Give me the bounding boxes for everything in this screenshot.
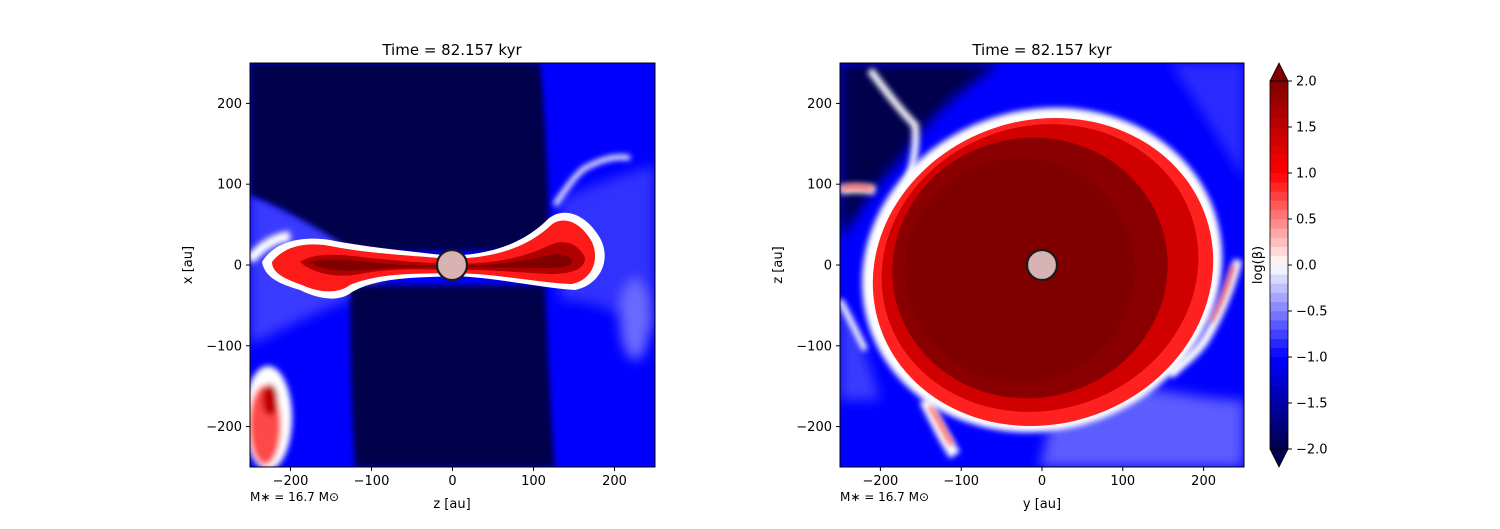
- x-tick-label: 100: [521, 474, 546, 489]
- x-tick-label: −200: [273, 474, 309, 489]
- colorbar-band: [1270, 127, 1288, 137]
- colorbar-band: [1270, 219, 1288, 229]
- axes-2: −200 −100 0 100 200 −200 −100 0 100 200: [796, 97, 1216, 489]
- x-tick-label: −100: [354, 474, 390, 489]
- y-tick-label: 0: [824, 259, 832, 274]
- y-tick-label: −200: [796, 420, 832, 435]
- colorbar-band: [1270, 136, 1288, 146]
- colorbar-band: [1270, 182, 1288, 192]
- colorbar-extend-bottom: [1269, 448, 1289, 468]
- colorbar-band: [1270, 246, 1288, 257]
- x-tick-label: −100: [943, 474, 979, 489]
- colorbar: −2.0 −1.5 −1.0 −0.5 0.0 0.5 1.0 1.5 2.0 log(β): [1251, 62, 1328, 468]
- y-tick-label: 200: [217, 97, 242, 112]
- colorbar-band: [1270, 301, 1288, 312]
- y-tick-label: −200: [206, 420, 242, 435]
- panel-2-xlabel: y [au]: [1023, 497, 1061, 512]
- colorbar-band: [1270, 421, 1288, 431]
- colorbar-band: [1270, 338, 1288, 349]
- colorbar-band: [1270, 145, 1288, 155]
- colorbar-band: [1270, 255, 1288, 266]
- colorbar-band: [1270, 347, 1288, 358]
- colorbar-band: [1270, 384, 1288, 395]
- y-tick-label: 0: [234, 259, 242, 274]
- colorbar-band: [1270, 191, 1288, 201]
- colorbar-ticks: −2.0 −1.5 −1.0 −0.5 0.0 0.5 1.0 1.5 2.0: [1288, 75, 1328, 458]
- colorbar-band: [1270, 403, 1288, 413]
- panel-2: −200 −100 0 100 200 −200 −100 0 100 200 Time = 82…: [771, 41, 1245, 512]
- colorbar-band: [1270, 357, 1288, 367]
- x-tick-label: −200: [863, 474, 899, 489]
- colorbar-band: [1270, 200, 1288, 211]
- heatmap-1: [250, 63, 655, 467]
- x-tick-label: 0: [448, 474, 456, 489]
- y-tick-label: 200: [807, 97, 832, 112]
- colorbar-band: [1270, 228, 1288, 238]
- colorbar-band: [1270, 320, 1288, 330]
- x-tick-label: 100: [1110, 474, 1135, 489]
- x-tick-label: 200: [602, 474, 627, 489]
- colorbar-bands: [1270, 81, 1288, 450]
- colorbar-band: [1270, 173, 1288, 183]
- axes-1: −200 −100 0 100 200 −200 −100 0 100 200: [206, 97, 627, 489]
- x-tick-label: 200: [1191, 474, 1216, 489]
- colorbar-band: [1270, 99, 1288, 109]
- colorbar-tick-label: 1.0: [1296, 167, 1317, 182]
- panel-1-title: Time = 82.157 kyr: [381, 41, 522, 59]
- colorbar-tick-label: −1.0: [1296, 351, 1328, 366]
- colorbar-tick-label: 1.5: [1296, 121, 1317, 136]
- colorbar-extend-top: [1269, 62, 1289, 82]
- y-tick-label: −100: [206, 339, 242, 354]
- colorbar-band: [1270, 283, 1288, 293]
- colorbar-tick-label: 0.0: [1296, 259, 1317, 274]
- colorbar-band: [1270, 154, 1288, 165]
- colorbar-band: [1270, 412, 1288, 422]
- colorbar-tick-label: 2.0: [1296, 75, 1317, 90]
- colorbar-band: [1270, 265, 1288, 275]
- colorbar-band: [1270, 90, 1288, 100]
- colorbar-band: [1270, 393, 1288, 404]
- colorbar-band: [1270, 430, 1288, 441]
- colorbar-band: [1270, 366, 1288, 376]
- panel-2-ylabel: z [au]: [771, 246, 786, 283]
- colorbar-tick-label: −0.5: [1296, 305, 1328, 320]
- colorbar-band: [1270, 329, 1288, 339]
- x-tick-label: 0: [1038, 474, 1046, 489]
- colorbar-band: [1270, 292, 1288, 303]
- colorbar-tick-label: 0.5: [1296, 213, 1317, 228]
- panel-2-mass-annotation: M∗ = 16.7 M⊙: [840, 490, 929, 504]
- colorbar-band: [1270, 209, 1288, 220]
- colorbar-band: [1270, 163, 1288, 174]
- y-tick-label: 100: [807, 178, 832, 193]
- colorbar-band: [1270, 375, 1288, 385]
- colorbar-label: log(β): [1251, 246, 1266, 284]
- colorbar-tick-label: −2.0: [1296, 443, 1328, 458]
- panel-1: −200 −100 0 100 200 −200 −100 0 100 200 Time = 82…: [181, 41, 656, 512]
- colorbar-tick-label: −1.5: [1296, 397, 1328, 412]
- colorbar-band: [1270, 439, 1288, 450]
- colorbar-band: [1270, 117, 1288, 128]
- colorbar-band: [1270, 311, 1288, 321]
- colorbar-band: [1270, 237, 1288, 247]
- panel-1-mass-annotation: M∗ = 16.7 M⊙: [250, 490, 339, 504]
- panel-1-ylabel: x [au]: [181, 246, 196, 284]
- panel-2-title: Time = 82.157 kyr: [971, 41, 1112, 59]
- colorbar-band: [1270, 274, 1288, 284]
- y-tick-label: 100: [217, 178, 242, 193]
- colorbar-band: [1270, 108, 1288, 119]
- y-tick-label: −100: [796, 339, 832, 354]
- heatmap-2: [840, 63, 1244, 467]
- colorbar-band: [1270, 81, 1288, 91]
- panel-1-xlabel: z [au]: [433, 497, 470, 512]
